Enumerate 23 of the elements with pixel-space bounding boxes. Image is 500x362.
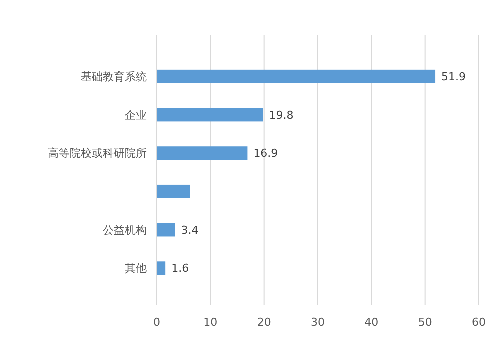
- y-tick-label: 基础教育系统: [81, 70, 147, 84]
- bar: [157, 184, 190, 198]
- x-tick-label: 0: [154, 316, 160, 329]
- x-tick-label: 10: [204, 316, 218, 329]
- data-label: 16.9: [254, 147, 278, 160]
- data-label: 1.6: [172, 262, 190, 276]
- y-tick-label: 其他: [125, 262, 147, 276]
- x-tick-label: 40: [364, 316, 379, 329]
- y-tick-label: 企业: [125, 108, 147, 122]
- bar: [157, 223, 176, 237]
- bar: [157, 262, 166, 276]
- x-tick-label: 20: [257, 316, 272, 329]
- bar: [157, 70, 436, 84]
- x-tick-label: 50: [418, 316, 432, 329]
- y-tick-label: 公益机构: [103, 224, 147, 237]
- data-label: 19.8: [269, 108, 294, 122]
- bar: [157, 108, 264, 122]
- y-tick-label: 高等院校或科研院所: [48, 147, 147, 160]
- data-label: 3.4: [181, 224, 199, 237]
- data-label: 51.9: [442, 70, 466, 84]
- x-tick-label: 60: [472, 316, 486, 329]
- bar: [157, 146, 248, 160]
- x-tick-label: 30: [311, 316, 325, 329]
